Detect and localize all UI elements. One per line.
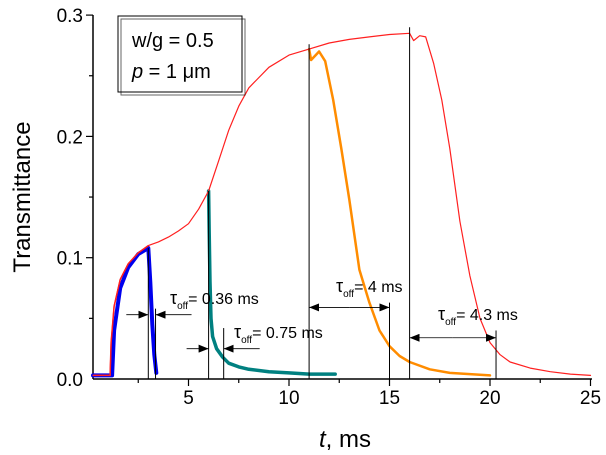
legend-line-1: w/g = 0.5 xyxy=(131,30,214,52)
annotations: τoff= 0.36 ms τoff= 0.75 ms τoff= 4 ms τoff… xyxy=(126,27,518,379)
y-tick-label: 0.3 xyxy=(57,6,83,27)
legend-shadow xyxy=(120,18,246,96)
y-tick-label: 0.2 xyxy=(57,127,83,148)
series-line-2 xyxy=(206,189,337,376)
x-axis-label: t, ms xyxy=(319,426,371,453)
series-line-3 xyxy=(91,246,159,378)
x-tick-label: 25 xyxy=(580,388,601,409)
series-line-0-overlay xyxy=(93,244,149,377)
legend-frame xyxy=(117,15,243,93)
legend-line-2: p = 1 μm xyxy=(131,61,211,83)
axes: 5 10 15 20 25 0.0 0.1 0.2 0.3 xyxy=(57,6,601,409)
legend-box: w/g = 0.5 p = 1 μm xyxy=(117,15,246,96)
tau-off-label: τoff= 0.75 ms xyxy=(234,322,323,346)
x-tick-label: 5 xyxy=(183,388,194,409)
tau-off-label: τoff= 4 ms xyxy=(336,276,403,300)
tau-off-label: τoff= 4.3 ms xyxy=(438,304,518,328)
y-tick-label: 0.1 xyxy=(57,249,83,270)
series-group xyxy=(91,32,592,378)
series-line-1 xyxy=(307,47,492,377)
x-tick-label: 10 xyxy=(278,388,299,409)
x-tick-label: 15 xyxy=(379,388,400,409)
y-tick-label: 0.0 xyxy=(57,370,83,391)
x-tick-label: 20 xyxy=(479,388,500,409)
tau-off-label: τoff= 0.36 ms xyxy=(170,288,259,312)
y-axis-label: Transmittance xyxy=(9,121,36,272)
